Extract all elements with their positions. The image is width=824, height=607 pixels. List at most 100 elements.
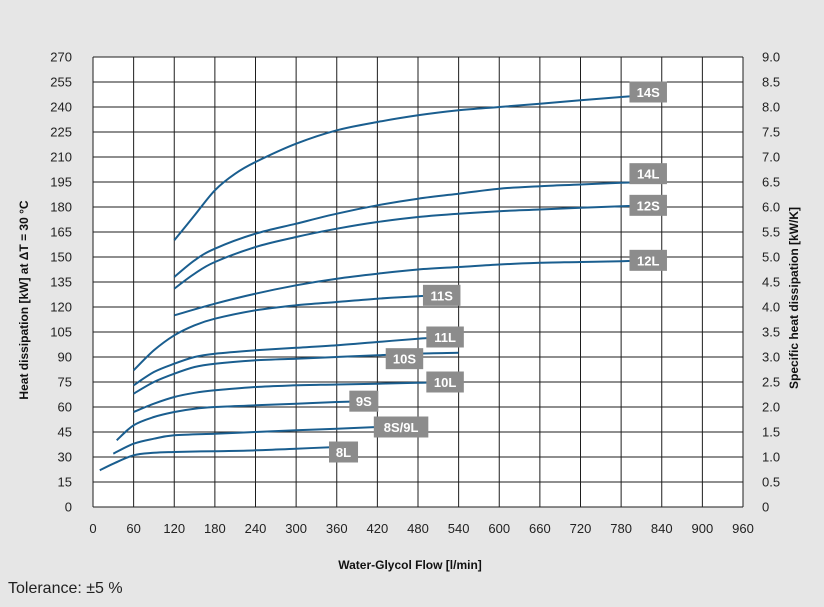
series-line-12l bbox=[174, 259, 649, 317]
curve-label-text: 10S bbox=[393, 352, 416, 367]
y-tick-label: 180 bbox=[50, 200, 72, 215]
curve-label-14s: 14S bbox=[629, 81, 667, 103]
y2-tick-label: 0.5 bbox=[762, 475, 780, 490]
curve-label-14l: 14L bbox=[629, 163, 667, 185]
y2-tick-label: 9.0 bbox=[762, 50, 780, 65]
series-line-11l bbox=[133, 336, 446, 387]
curve-label-box bbox=[426, 371, 464, 393]
curve-label-10l: 10L bbox=[426, 371, 464, 393]
curve-label-text: 10L bbox=[434, 375, 456, 390]
y-tick-label: 270 bbox=[50, 50, 72, 65]
curve-label-text: 8L bbox=[336, 445, 351, 460]
curve-label-box bbox=[629, 81, 667, 103]
x-tick-label: 240 bbox=[245, 521, 267, 536]
x-axis-ticks: 0 60 120 180 240 300 360 420 480 540 600 660 720 780 8… bbox=[89, 521, 753, 536]
y2-tick-label: 6.0 bbox=[762, 200, 780, 215]
y2-axis-title: Specific heat dissipation [kW/K] bbox=[787, 207, 801, 389]
curve-label-box bbox=[385, 348, 424, 370]
y-tick-label: 225 bbox=[50, 125, 72, 140]
y-axis-ticks: 0 15 30 45 60 75 90 105 120 135 150 165 180 195 210 225… bbox=[50, 50, 72, 515]
curve-label-11s: 11S bbox=[422, 284, 461, 306]
curve-label-8l: 8L bbox=[329, 441, 359, 463]
x-tick-label: 960 bbox=[732, 521, 754, 536]
x-tick-label: 840 bbox=[651, 521, 673, 536]
y-tick-label: 135 bbox=[50, 275, 72, 290]
y-tick-label: 105 bbox=[50, 325, 72, 340]
curve-label-text: 8S/9L bbox=[384, 420, 419, 435]
x-tick-label: 300 bbox=[285, 521, 307, 536]
y-tick-label: 60 bbox=[58, 400, 72, 415]
curve-label-9s: 9S bbox=[349, 390, 379, 412]
y2-tick-label: 8.5 bbox=[762, 75, 780, 90]
curve-label-11l: 11L bbox=[426, 326, 464, 348]
series-line-10l bbox=[133, 381, 446, 413]
y2-axis-ticks: 0 0.5 1.0 1.5 2.0 2.5 3.0 3.5 4.0 4.5 5.0 5.5 6.0 6.5… bbox=[762, 50, 780, 515]
y2-tick-label: 1.0 bbox=[762, 450, 780, 465]
x-tick-label: 360 bbox=[326, 521, 348, 536]
y2-tick-label: 5.5 bbox=[762, 225, 780, 240]
curve-label-box bbox=[422, 284, 461, 306]
curve-label-box bbox=[329, 441, 359, 463]
y-tick-label: 90 bbox=[58, 350, 72, 365]
x-tick-label: 540 bbox=[448, 521, 470, 536]
y-tick-label: 255 bbox=[50, 75, 72, 90]
series-line-14l bbox=[173, 181, 649, 278]
y-tick-label: 165 bbox=[50, 225, 72, 240]
x-tick-label: 120 bbox=[163, 521, 185, 536]
y-tick-label: 195 bbox=[50, 175, 72, 190]
series-line-8l bbox=[99, 446, 337, 472]
y-tick-label: 30 bbox=[58, 450, 72, 465]
x-tick-label: 720 bbox=[570, 521, 592, 536]
curve-label-text: 14S bbox=[637, 85, 660, 100]
y2-tick-label: 6.5 bbox=[762, 175, 780, 190]
y2-tick-label: 4.0 bbox=[762, 300, 780, 315]
curve-label-text: 11L bbox=[434, 330, 456, 345]
grid bbox=[92, 56, 744, 508]
y-tick-label: 0 bbox=[65, 500, 72, 515]
series-line-8s-9l bbox=[112, 425, 405, 455]
y2-tick-label: 5.0 bbox=[762, 250, 780, 265]
series-line-11s bbox=[132, 294, 442, 372]
x-tick-label: 780 bbox=[610, 521, 632, 536]
curve-label-text: 12S bbox=[637, 198, 660, 213]
curve-label-12l: 12L bbox=[629, 249, 667, 271]
y-tick-label: 210 bbox=[50, 150, 72, 165]
curve-label-8s-9l: 8S/9L bbox=[373, 416, 429, 438]
x-tick-label: 480 bbox=[407, 521, 429, 536]
y-axis-title: Heat dissipation [kW] at ΔT = 30 °C bbox=[17, 200, 31, 399]
y2-tick-label: 7.0 bbox=[762, 150, 780, 165]
curve-label-12s: 12S bbox=[629, 194, 667, 216]
x-tick-label: 900 bbox=[692, 521, 714, 536]
y2-tick-label: 3.5 bbox=[762, 325, 780, 340]
y-tick-label: 150 bbox=[50, 250, 72, 265]
series-line-14s bbox=[173, 94, 649, 241]
series-line-12s bbox=[173, 204, 649, 290]
curve-label-box bbox=[426, 326, 464, 348]
y-tick-label: 120 bbox=[50, 300, 72, 315]
tolerance-note: Tolerance: ±5 % bbox=[8, 580, 123, 597]
y2-tick-label: 1.5 bbox=[762, 425, 780, 440]
y-tick-label: 45 bbox=[58, 425, 72, 440]
y2-tick-label: 7.5 bbox=[762, 125, 780, 140]
curve-label-text: 9S bbox=[356, 394, 372, 409]
curve-label-box bbox=[629, 194, 667, 216]
y2-tick-label: 4.5 bbox=[762, 275, 780, 290]
x-axis-title: Water-Glycol Flow [l/min] bbox=[338, 558, 482, 572]
curve-label-box bbox=[629, 249, 667, 271]
y2-tick-label: 0 bbox=[762, 500, 769, 515]
curve-labels: 14S 14L 12S 12L 11S 11L 10S 10L 9S 8S/9L 8L bbox=[329, 81, 667, 463]
curve-label-text: 12L bbox=[637, 253, 659, 268]
y2-tick-label: 2.5 bbox=[762, 375, 780, 390]
x-tick-label: 0 bbox=[89, 521, 96, 536]
x-tick-label: 180 bbox=[204, 521, 226, 536]
y-tick-label: 75 bbox=[58, 375, 72, 390]
x-tick-label: 60 bbox=[126, 521, 140, 536]
series-line-9s bbox=[116, 400, 364, 442]
x-tick-label: 660 bbox=[529, 521, 551, 536]
curve-label-box bbox=[349, 390, 379, 412]
y2-tick-label: 2.0 bbox=[762, 400, 780, 415]
y-tick-label: 240 bbox=[50, 100, 72, 115]
x-tick-label: 420 bbox=[367, 521, 389, 536]
y-tick-label: 15 bbox=[58, 475, 72, 490]
